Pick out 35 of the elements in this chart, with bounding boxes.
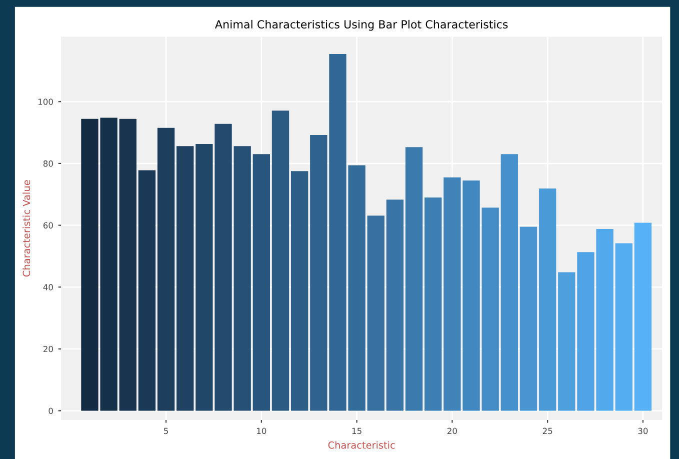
y-axis-title: Characteristic Value (22, 180, 30, 277)
bar (290, 171, 308, 411)
x-axis-title: Characteristic (328, 441, 395, 449)
y-tick-label: 0 (48, 408, 53, 414)
bar (119, 118, 136, 411)
x-tick-label: 15 (352, 428, 362, 434)
x-tick-label: 30 (638, 428, 648, 434)
bar (405, 147, 423, 411)
bar (272, 110, 290, 411)
bar (558, 272, 576, 411)
bar (234, 146, 251, 411)
x-tick-label: 10 (257, 428, 266, 434)
bar (538, 188, 556, 411)
bar (310, 135, 328, 411)
y-tick-label: 20 (43, 346, 53, 352)
x-tick-label: 25 (542, 428, 552, 434)
y-tick-label: 60 (43, 222, 53, 229)
y-tick-label: 100 (38, 98, 53, 105)
bar (424, 197, 442, 411)
bar (500, 154, 518, 411)
bar (520, 226, 538, 411)
x-tick-label: 5 (164, 428, 168, 434)
bar (482, 208, 499, 411)
bar (634, 222, 652, 411)
bar (176, 146, 194, 411)
bar (386, 200, 404, 411)
bar (252, 154, 270, 411)
chart-title: Animal Characteristics Using Bar Plot Characteristics (215, 20, 508, 31)
bar (615, 243, 632, 411)
bar (138, 170, 156, 411)
bar (367, 216, 384, 411)
y-tick-label: 40 (43, 284, 53, 290)
x-tick-label: 20 (447, 428, 457, 434)
y-tick-label: 80 (43, 160, 53, 167)
bar (157, 128, 175, 411)
